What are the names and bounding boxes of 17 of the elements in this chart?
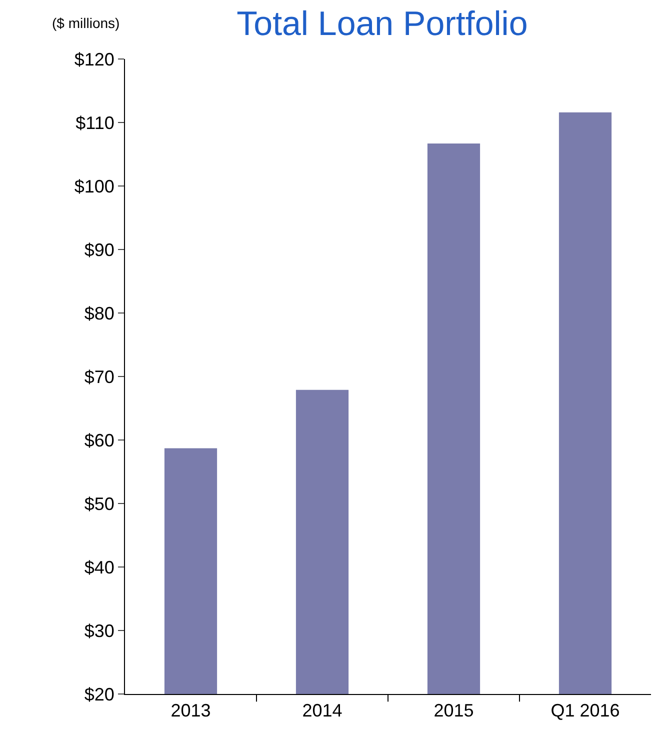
x-tick-label: 2015 <box>434 700 474 721</box>
y-tick-label: $110 <box>76 112 114 133</box>
y-tick-label: $100 <box>74 176 114 196</box>
y-tick-label: $20 <box>84 684 114 704</box>
x-tick-label: 2013 <box>170 700 211 721</box>
y-axis-title: ($ millions) <box>52 15 120 31</box>
y-tick-label: $40 <box>84 557 114 578</box>
x-tick-label: 2014 <box>302 700 342 721</box>
x-tick-label: Q1 2016 <box>550 700 620 721</box>
y-tick-label: $90 <box>84 240 114 260</box>
y-tick-label: $30 <box>84 620 114 641</box>
y-tick-label: $120 <box>74 49 114 70</box>
y-tick-label: $80 <box>84 303 114 324</box>
y-tick-label: $60 <box>84 430 114 450</box>
y-tick-label: $50 <box>84 494 114 514</box>
y-tick-label: $70 <box>84 366 114 387</box>
chart-title: Total Loan Portfolio <box>236 4 528 43</box>
